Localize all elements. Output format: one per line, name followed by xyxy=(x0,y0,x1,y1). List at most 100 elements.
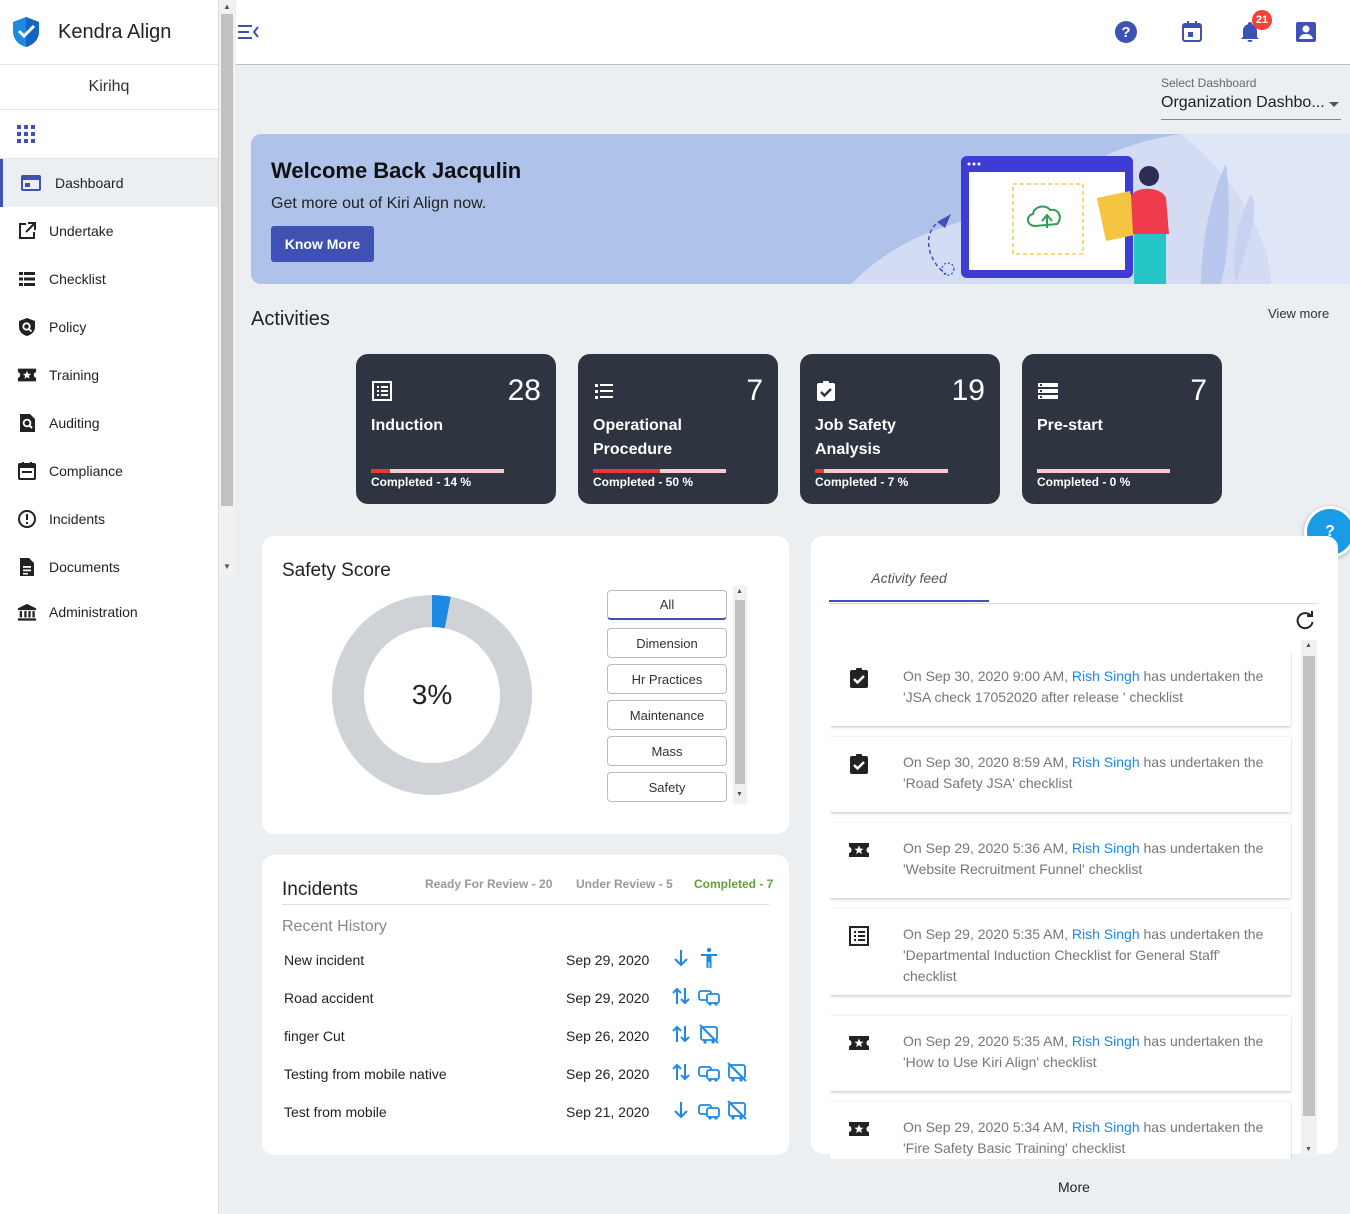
menu-collapse-icon[interactable] xyxy=(238,22,260,42)
apps-grid-icon[interactable] xyxy=(0,110,218,159)
dashboard-select-value[interactable]: Organization Dashbo... xyxy=(1161,94,1341,120)
scroll-up-arrow-icon[interactable]: ▲ xyxy=(736,588,743,595)
bank-icon xyxy=(17,602,37,622)
sidebar-item-administration[interactable]: Administration xyxy=(0,591,218,633)
sidebar-item-checklist[interactable]: Checklist xyxy=(0,255,218,303)
topbar xyxy=(236,0,1350,65)
feed-item[interactable]: On Sep 29, 2020 5:36 AM, Rish Singh has … xyxy=(830,823,1291,898)
activities-title: Activities xyxy=(251,308,330,330)
account-box-icon[interactable] xyxy=(1294,20,1318,44)
sidebar-item-label: Incidents xyxy=(49,511,106,527)
incident-date: Sep 21, 2020 xyxy=(566,1104,650,1120)
calendar-icon[interactable] xyxy=(1180,20,1204,44)
progress-bar xyxy=(371,469,504,473)
feed-list: On Sep 30, 2020 9:00 AM, Rish Singh has … xyxy=(830,651,1292,1159)
scrollbar-thumb[interactable] xyxy=(221,14,233,506)
sidebar-item-label: Undertake xyxy=(49,223,114,239)
arrow-down-icon xyxy=(674,950,688,967)
scroll-down-arrow-icon[interactable]: ▼ xyxy=(736,791,743,798)
ticket-star-icon xyxy=(848,1118,870,1140)
completed-label: Completed - 0 % xyxy=(1037,475,1131,489)
tab-divider xyxy=(829,603,1319,604)
ticket-star-icon xyxy=(848,1032,870,1054)
filter-mass-button[interactable]: Mass xyxy=(607,736,727,766)
tab-activity-feed[interactable]: Activity feed xyxy=(829,570,989,602)
completed-label: Completed - 50 % xyxy=(593,475,694,489)
sidebar-item-undertake[interactable]: Undertake xyxy=(0,207,218,255)
assignment-check-icon xyxy=(848,753,870,775)
feed-user-link[interactable]: Rish Singh xyxy=(1071,840,1140,856)
feed-user-link[interactable]: Rish Singh xyxy=(1071,668,1140,684)
activity-card-pre-start[interactable]: 7 Pre-start Completed - 0 % xyxy=(1022,354,1222,504)
assignment-check-icon xyxy=(848,667,870,689)
activity-card-operational-procedure[interactable]: 7 Operational Procedure Completed - 50 % xyxy=(578,354,778,504)
incident-row[interactable]: New incident Sep 29, 2020 xyxy=(284,945,764,975)
feed-item[interactable]: On Sep 29, 2020 5:35 AM, Rish Singh has … xyxy=(830,1016,1291,1091)
under-review-stat[interactable]: Under Review - 5 xyxy=(576,877,673,891)
incident-date: Sep 29, 2020 xyxy=(566,990,650,1006)
filter-hr-practices-button[interactable]: Hr Practices xyxy=(607,664,727,694)
notification-badge: 21 xyxy=(1252,10,1272,30)
incident-row[interactable]: Road accident Sep 29, 2020 xyxy=(284,983,764,1013)
ready-for-review-stat[interactable]: Ready For Review - 20 xyxy=(425,877,553,891)
sidebar-item-policy[interactable]: Policy xyxy=(0,303,218,351)
feed-item[interactable]: On Sep 29, 2020 5:34 AM, Rish Singh has … xyxy=(830,1102,1291,1159)
feed-item-text: On Sep 29, 2020 5:35 AM, Rish Singh has … xyxy=(903,1031,1273,1073)
accessibility-icon xyxy=(701,947,717,968)
sidebar-scrollbar[interactable]: ▲ ▼ xyxy=(219,0,235,576)
feed-user-link[interactable]: Rish Singh xyxy=(1071,1033,1140,1049)
feed-item[interactable]: On Sep 30, 2020 9:00 AM, Rish Singh has … xyxy=(830,651,1291,726)
sidebar-item-training[interactable]: Training xyxy=(0,351,218,399)
feed-user-link[interactable]: Rish Singh xyxy=(1071,1119,1140,1135)
feed-item[interactable]: On Sep 29, 2020 5:35 AM, Rish Singh has … xyxy=(830,909,1291,995)
feed-user-link[interactable]: Rish Singh xyxy=(1071,754,1140,770)
sidebar-item-incidents[interactable]: Incidents xyxy=(0,495,218,543)
dashboard-select-label: Select Dashboard xyxy=(1161,76,1257,90)
sidebar-item-label: Checklist xyxy=(49,271,106,287)
filter-safety-button[interactable]: Safety xyxy=(607,772,727,802)
feed-scrollbar[interactable]: ▲ ▼ xyxy=(1301,640,1317,1158)
feed-item-description: has undertaken the 'Fire Safety Basic Tr… xyxy=(903,1119,1264,1156)
feed-item[interactable]: On Sep 30, 2020 8:59 AM, Rish Singh has … xyxy=(830,737,1291,812)
sidebar-item-documents[interactable]: Documents xyxy=(0,543,218,591)
feed-item-text: On Sep 30, 2020 9:00 AM, Rish Singh has … xyxy=(903,666,1273,708)
incident-row[interactable]: Test from mobile Sep 21, 2020 xyxy=(284,1097,764,1127)
activity-card-job-safety-analysis[interactable]: 19 Job Safety Analysis Completed - 7 % xyxy=(800,354,1000,504)
list-alt-icon xyxy=(848,925,870,947)
scrollbar-thumb[interactable] xyxy=(735,600,745,784)
feed-item-date: On Sep 29, 2020 5:35 AM, xyxy=(903,926,1072,942)
completed-stat[interactable]: Completed - 7 xyxy=(694,877,774,891)
activity-card-induction[interactable]: 28 Induction Completed - 14 % xyxy=(356,354,556,504)
sidebar-item-compliance[interactable]: Compliance xyxy=(0,447,218,495)
dashboard-select[interactable]: Select Dashboard Organization Dashbo... xyxy=(1161,76,1341,120)
chevron-down-icon xyxy=(1329,102,1339,107)
filter-dimension-button[interactable]: Dimension xyxy=(607,628,727,658)
know-more-button[interactable]: Know More xyxy=(271,226,374,262)
scrollbar-thumb[interactable] xyxy=(1303,656,1315,1116)
dashboard-icon xyxy=(21,173,41,193)
incident-row[interactable]: finger Cut Sep 26, 2020 xyxy=(284,1021,764,1051)
progress-fill xyxy=(593,469,660,473)
scroll-up-arrow-icon[interactable]: ▲ xyxy=(1305,642,1312,649)
activity-name: Induction xyxy=(371,417,443,434)
feed-item-description: has undertaken the 'How to Use Kiri Alig… xyxy=(903,1033,1264,1070)
sidebar-item-auditing[interactable]: Auditing xyxy=(0,399,218,447)
incident-row[interactable]: Testing from mobile native Sep 26, 2020 xyxy=(284,1059,764,1089)
filter-scrollbar[interactable]: ▲ ▼ xyxy=(733,586,747,804)
sidebar-item-dashboard[interactable]: Dashboard xyxy=(0,159,218,207)
filter-all-button[interactable]: All xyxy=(607,590,727,620)
filter-maintenance-button[interactable]: Maintenance xyxy=(607,700,727,730)
sidebar: Kendra Align Kirihq Dashboard Undertake Ch… xyxy=(0,0,219,1214)
incident-name: Testing from mobile native xyxy=(284,1066,447,1082)
scroll-up-arrow-icon[interactable]: ▲ xyxy=(223,2,231,11)
scroll-down-arrow-icon[interactable]: ▼ xyxy=(1305,1146,1312,1153)
refresh-icon[interactable] xyxy=(1294,610,1316,632)
feed-item-description: has undertaken the 'Website Recruitment … xyxy=(903,840,1264,877)
view-more-link[interactable]: View more xyxy=(1268,306,1330,321)
incidents-title: Incidents xyxy=(282,879,359,900)
more-button[interactable]: More xyxy=(1058,1179,1090,1195)
scroll-down-arrow-icon[interactable]: ▼ xyxy=(223,562,231,571)
help-circle-icon[interactable]: ? xyxy=(1114,20,1138,44)
feed-item-text: On Sep 30, 2020 8:59 AM, Rish Singh has … xyxy=(903,752,1273,794)
feed-user-link[interactable]: Rish Singh xyxy=(1071,926,1140,942)
